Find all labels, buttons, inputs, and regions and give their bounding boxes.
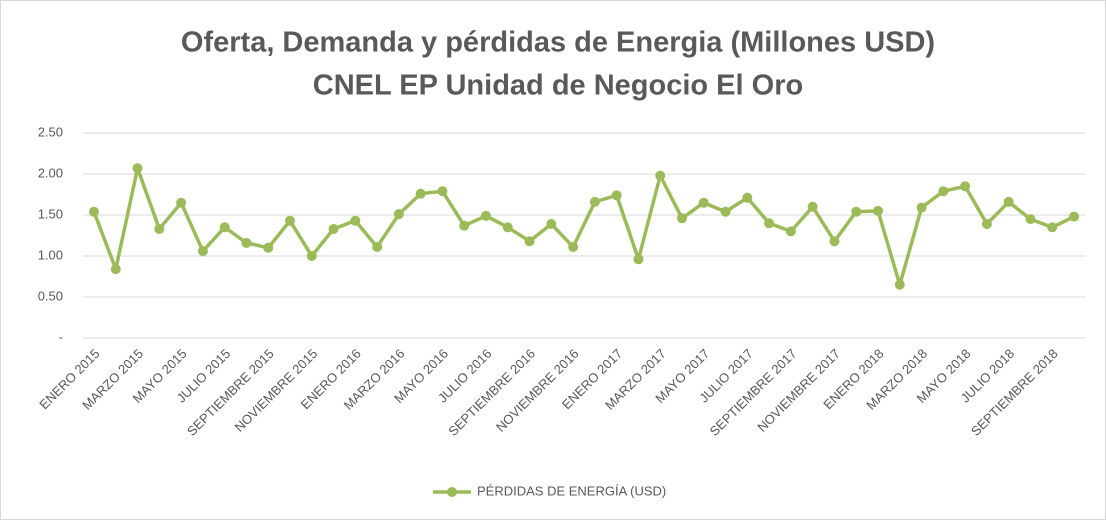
data-point xyxy=(720,206,731,217)
data-point xyxy=(219,222,230,233)
data-point xyxy=(611,190,622,201)
data-point xyxy=(742,192,753,203)
data-point xyxy=(546,219,557,230)
data-point xyxy=(960,181,971,192)
data-point xyxy=(589,196,600,207)
data-line xyxy=(92,166,1075,287)
data-point xyxy=(415,188,426,199)
data-point xyxy=(328,223,339,234)
data-point xyxy=(481,210,491,221)
data-point xyxy=(241,237,252,248)
data-point xyxy=(89,206,99,217)
data-point xyxy=(197,246,208,257)
data-point xyxy=(873,205,883,216)
data-point xyxy=(568,241,579,252)
data-point xyxy=(437,186,448,197)
data-point xyxy=(306,251,317,261)
data-point xyxy=(263,242,274,253)
data-point xyxy=(916,202,927,213)
data-point xyxy=(1003,196,1014,207)
y-tick-label: - xyxy=(59,329,63,344)
data-point xyxy=(785,226,796,237)
data-point xyxy=(981,219,992,230)
data-point xyxy=(1047,222,1058,233)
data-point xyxy=(829,236,840,247)
data-point xyxy=(807,201,818,212)
legend-marker xyxy=(447,487,457,497)
data-point xyxy=(1025,214,1036,225)
data-point xyxy=(698,197,709,208)
data-point xyxy=(938,186,949,197)
y-tick-label: 1.50 xyxy=(38,206,63,221)
data-point xyxy=(285,215,295,226)
data-point xyxy=(633,254,644,265)
data-point xyxy=(350,215,361,226)
y-tick-label: 2.00 xyxy=(38,165,63,180)
chart-title: Oferta, Demanda y pérdidas de Energia (M… xyxy=(181,27,935,59)
data-point xyxy=(176,197,187,208)
data-point xyxy=(372,241,383,252)
data-point xyxy=(393,209,404,220)
legend-label: PÉRDIDAS DE ENERGÍA (USD) xyxy=(477,483,666,498)
chart-title: CNEL EP Unidad de Negocio El Oro xyxy=(313,70,803,102)
data-point xyxy=(502,222,513,233)
data-point xyxy=(524,236,535,247)
data-point xyxy=(154,223,165,234)
data-point xyxy=(132,163,143,174)
data-point xyxy=(655,170,666,181)
data-point xyxy=(459,220,470,231)
data-point xyxy=(764,218,775,229)
data-point xyxy=(110,264,121,275)
data-point xyxy=(1069,211,1079,222)
data-point xyxy=(677,213,687,224)
y-tick-label: 0.50 xyxy=(38,288,63,303)
data-point xyxy=(851,206,862,217)
y-tick-label: 1.00 xyxy=(38,247,63,262)
data-point xyxy=(894,279,905,290)
y-tick-label: 2.50 xyxy=(38,124,63,139)
